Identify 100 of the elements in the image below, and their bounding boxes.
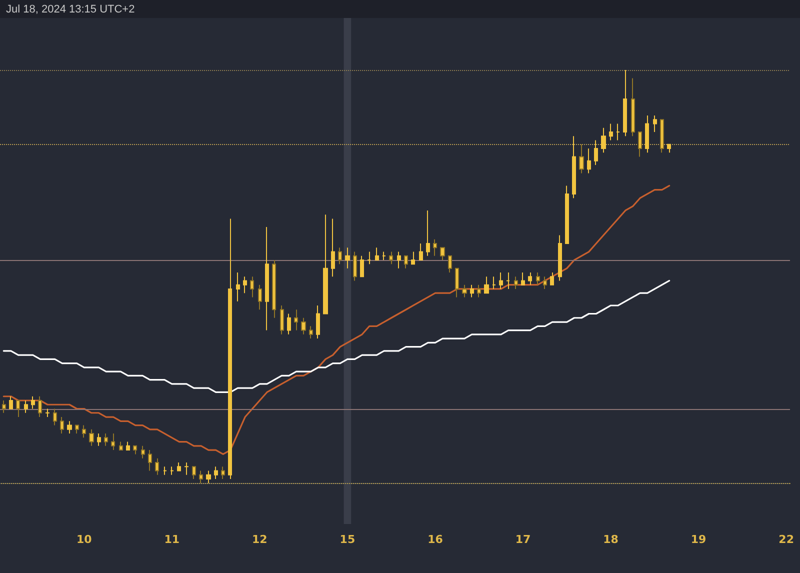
candlestick [433, 238, 437, 256]
candlestick [579, 144, 584, 174]
candlestick [572, 136, 576, 199]
candlestick [382, 251, 386, 261]
candlestick [353, 251, 357, 282]
candlestick [367, 251, 371, 265]
candlestick [75, 424, 79, 434]
candlestick [506, 272, 510, 290]
candlestick [301, 317, 306, 335]
candlestick [462, 284, 467, 298]
candlestick [455, 268, 459, 298]
candlestick [565, 185, 569, 244]
candlestick [397, 251, 401, 269]
candlestick [258, 284, 262, 310]
candlestick [616, 123, 620, 141]
x-tick-label: 19 [690, 533, 706, 546]
x-tick-label: 17 [515, 533, 531, 546]
candlestick [594, 140, 598, 166]
candlestick [243, 276, 247, 294]
candlestick [16, 400, 20, 418]
x-tick-label: 16 [428, 533, 444, 546]
candlestick [119, 441, 123, 451]
candlestick [477, 284, 481, 298]
candlestick [653, 114, 657, 133]
candlestick [543, 276, 547, 290]
candlestick [111, 433, 115, 451]
candlestick [360, 255, 364, 278]
candlestick [389, 251, 393, 265]
candlestick [528, 272, 532, 286]
candlestick [177, 462, 181, 472]
candlestick [638, 132, 642, 158]
candlestick [294, 309, 298, 331]
candlestick [221, 466, 225, 480]
candlestick [609, 123, 613, 141]
candlestick [199, 470, 203, 484]
candlestick [89, 428, 94, 446]
candlestick [236, 272, 240, 302]
candlestick [521, 272, 525, 286]
candlestick [492, 276, 496, 290]
candlestick [331, 218, 335, 278]
candlestick [667, 144, 671, 154]
candlestick [38, 396, 42, 418]
x-tick-label: 15 [340, 533, 356, 546]
candlestick [309, 326, 313, 340]
candlestick [228, 218, 232, 480]
candlestick [470, 284, 474, 298]
candlestick [250, 276, 254, 298]
candlestick [323, 214, 328, 314]
candlestick [184, 462, 189, 476]
candlestick [411, 251, 415, 265]
candlestick [645, 114, 649, 154]
candlestick [623, 70, 627, 137]
candlestick [338, 247, 342, 265]
candlestick [287, 313, 291, 335]
x-tick-label: 22 [778, 533, 794, 546]
candlestick [206, 470, 211, 484]
candlestick [558, 234, 562, 282]
candlestick [60, 416, 64, 434]
candlestick [601, 127, 606, 154]
candlestick [82, 424, 86, 438]
candlestick [24, 400, 28, 414]
candlestick [440, 247, 445, 261]
candlestick [2, 400, 6, 414]
x-tick-label: 10 [76, 533, 92, 546]
candlestick [316, 304, 320, 340]
candlestick [67, 420, 72, 434]
candlestick [631, 78, 635, 137]
candlestick [163, 466, 167, 476]
candlestick [170, 466, 174, 476]
text: Jul 18, 2024 13:15 UTC+2 [6, 4, 135, 16]
candlestick [280, 304, 284, 335]
candlestick [31, 396, 35, 410]
candlestick [53, 408, 57, 426]
candlestick [587, 148, 591, 174]
x-tick-label: 11 [164, 533, 180, 546]
candlestick [660, 119, 664, 154]
x-tick-label: 18 [603, 533, 618, 546]
candlestick [141, 445, 145, 459]
candlestick [375, 247, 379, 261]
candlestick [448, 255, 452, 273]
candlestick [272, 260, 276, 318]
candlestick [9, 396, 13, 410]
candlestick [550, 272, 554, 286]
candlestick [155, 458, 159, 476]
candlestick [97, 433, 101, 446]
candlestick [426, 210, 430, 256]
candlestick [45, 408, 50, 418]
candlestick [126, 441, 130, 451]
candlestick [514, 276, 518, 290]
candlestick [499, 272, 503, 290]
candlestick [148, 450, 152, 472]
candlestick [192, 466, 196, 480]
candlestick [265, 226, 269, 331]
x-tick-label: 12 [252, 533, 268, 546]
candlestick [404, 255, 408, 269]
candlestick [345, 247, 350, 269]
candlestick [104, 433, 108, 446]
candlestick [419, 243, 423, 261]
candlestick [484, 276, 489, 294]
candlestick [536, 272, 540, 286]
